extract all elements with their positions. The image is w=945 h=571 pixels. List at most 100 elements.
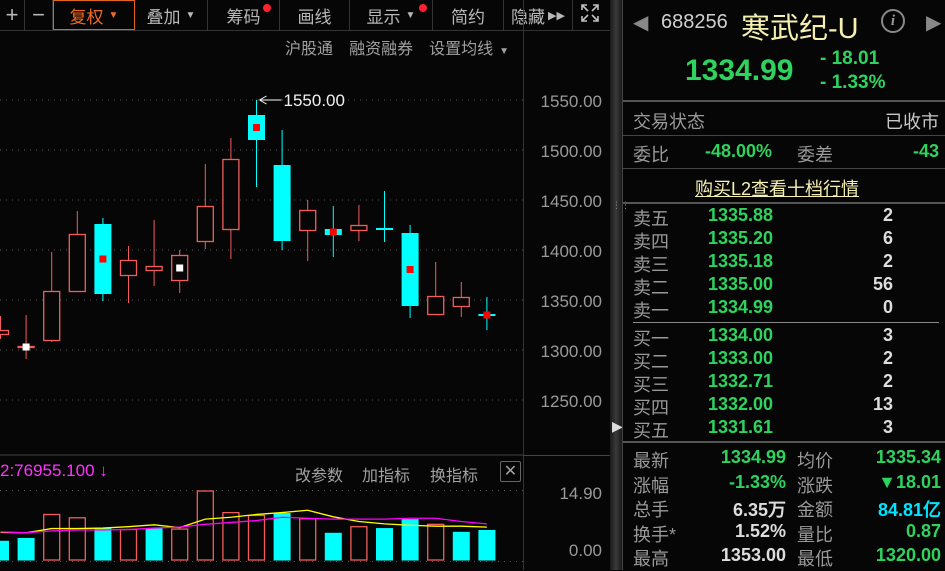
notification-dot-icon: [419, 4, 427, 12]
quote-panel: ◀ 688256 寒武纪-U i ▶ 1334.99 - 18.01 - 1.3…: [622, 0, 945, 570]
caret-down-icon: ▼: [499, 46, 509, 57]
prev-stock-icon[interactable]: ◀: [633, 12, 649, 34]
volume-bar: [427, 523, 445, 561]
draw-button[interactable]: 画线: [280, 0, 350, 30]
hide-label: 隐藏: [511, 7, 546, 27]
zoom-out-button[interactable]: −: [25, 0, 53, 30]
add-indicator-button[interactable]: 加指标: [362, 468, 411, 485]
level-price: 1335.88: [708, 205, 774, 225]
stat-label: 最新: [633, 451, 669, 471]
orderbook-row[interactable]: 买五 1331.61 3: [633, 417, 933, 441]
volume-ma-readout: 2:76955.100 ↓: [0, 461, 108, 480]
volume-bar: [273, 513, 291, 561]
fullscreen-icon: [580, 3, 600, 28]
hide-button[interactable]: 隐藏 ▶▶: [504, 0, 573, 30]
stat-label: 换手*: [633, 524, 677, 545]
overlay-label: 叠加: [146, 7, 181, 27]
orderbook-row[interactable]: 买一 1334.00 3: [633, 325, 933, 349]
current-price: 1334.99: [685, 54, 794, 87]
close-icon[interactable]: ✕: [500, 461, 521, 482]
level-volume: 2: [882, 371, 893, 391]
volume-ma-line-yellow: [0, 509, 487, 534]
chart-toolbar: + − 复权 ▼ 叠加 ▼ 筹码 画线 显示 ▼ 简约 隐藏 ▶▶: [0, 0, 610, 31]
overlay-dropdown[interactable]: 叠加 ▼: [135, 0, 208, 30]
stat-value: 1353.00: [720, 545, 786, 565]
level-label: 卖一: [633, 301, 669, 321]
volume-bar: [350, 526, 368, 561]
stat-row: 涨幅 -1.33% 涨跌 ▼18.01: [633, 472, 941, 497]
stat-row: 换手* 1.52% 量比 0.87: [633, 521, 941, 546]
volume-bar: [68, 517, 86, 561]
chips-button[interactable]: 筹码: [208, 0, 280, 30]
level-volume: 56: [872, 274, 893, 294]
margin-link[interactable]: 融资融券: [349, 41, 414, 58]
orderbook-row[interactable]: 卖四 1335.20 6: [633, 228, 933, 252]
buy-l2-link[interactable]: 购买L2查看十档行情: [695, 179, 860, 199]
level-price: 1334.00: [708, 325, 774, 345]
stat-value: 0.87: [905, 520, 941, 541]
price-tick-label: 1450.00: [540, 192, 602, 211]
volume-ma-line-magenta: [0, 516, 487, 534]
stat-row: 最新 1334.99 均价 1335.34: [633, 447, 941, 472]
candle-marker: [483, 311, 491, 319]
price-tick-label: 1550.00: [540, 92, 602, 111]
arrow-left-icon: [259, 95, 282, 105]
level-price: 1335.18: [708, 251, 774, 271]
stat-value: -1.33%: [728, 471, 786, 492]
grip-icon: ⋮⋮: [612, 200, 630, 210]
candle-body: [299, 209, 317, 232]
orderbook-row[interactable]: 卖三 1335.18 2: [633, 251, 933, 275]
volume-bar: [94, 528, 112, 561]
volume-bar: [0, 540, 9, 561]
level-label: 卖二: [633, 278, 669, 298]
stat-value: 84.81亿: [877, 500, 941, 520]
panel-divider: [523, 455, 610, 456]
volume-bar: [43, 513, 61, 561]
volume-bar: [119, 528, 138, 561]
hsgt-link[interactable]: 沪股通: [285, 41, 334, 58]
orderbook-row[interactable]: 卖二 1335.00 56: [633, 274, 933, 298]
price-axis: 1550.00 1500.00 1450.00 1400.00 1350.00 1300.…: [523, 0, 610, 570]
level-volume: 2: [882, 348, 893, 368]
switch-indicator-button[interactable]: 换指标: [430, 468, 479, 485]
stat-value: ▼18.01: [878, 471, 941, 492]
status-label: 交易状态: [633, 112, 705, 132]
double-arrow-right-icon: ▶▶: [548, 9, 565, 22]
price-change: - 18.01: [820, 48, 880, 69]
simple-button[interactable]: 简约: [433, 0, 504, 30]
caret-down-icon: ▼: [185, 9, 196, 21]
weicha-value: -43: [912, 141, 939, 161]
orderbook-row[interactable]: 卖一 1334.99 0: [633, 297, 933, 321]
caret-down-icon: ▼: [108, 9, 119, 21]
stat-value: 1334.99: [720, 447, 786, 467]
candle-marker: [22, 343, 30, 351]
volume-tick-label: 0.00: [568, 540, 602, 560]
display-dropdown[interactable]: 显示 ▼: [350, 0, 433, 30]
stock-code: 688256: [661, 11, 728, 33]
fullscreen-button[interactable]: [573, 0, 607, 30]
zoom-in-button[interactable]: +: [0, 0, 25, 30]
info-icon[interactable]: i: [881, 9, 905, 33]
orderbook-row[interactable]: 卖五 1335.88 2: [633, 205, 933, 229]
ma-settings-dropdown[interactable]: 设置均线 ▼: [429, 35, 509, 59]
level-volume: 2: [882, 205, 893, 225]
level-volume: 0: [882, 297, 893, 317]
kline-chart[interactable]: 1550.00: [0, 0, 523, 570]
level-label: 买三: [633, 375, 669, 395]
panel-splitter[interactable]: ⋮⋮ ▶: [610, 0, 630, 570]
level-volume: 6: [882, 228, 893, 248]
price-tick-label: 1300.00: [540, 342, 602, 361]
fuquan-dropdown[interactable]: 复权 ▼: [53, 0, 135, 30]
candle-body: [0, 329, 10, 336]
orderbook-row[interactable]: 买三 1332.71 2: [633, 371, 933, 395]
edit-params-button[interactable]: 改参数: [295, 468, 344, 485]
collapse-arrow-icon[interactable]: ▶: [612, 418, 623, 434]
volume-bar: [171, 528, 189, 561]
orderbook-row[interactable]: 买四 1332.00 13: [633, 394, 933, 418]
next-stock-icon[interactable]: ▶: [926, 12, 942, 34]
price-change-pct: - 1.33%: [820, 72, 886, 93]
orderbook-row[interactable]: 买二 1333.00 2: [633, 348, 933, 372]
volume-bar: [222, 511, 240, 561]
candle-body: [43, 290, 61, 342]
axis-divider: [523, 0, 524, 570]
